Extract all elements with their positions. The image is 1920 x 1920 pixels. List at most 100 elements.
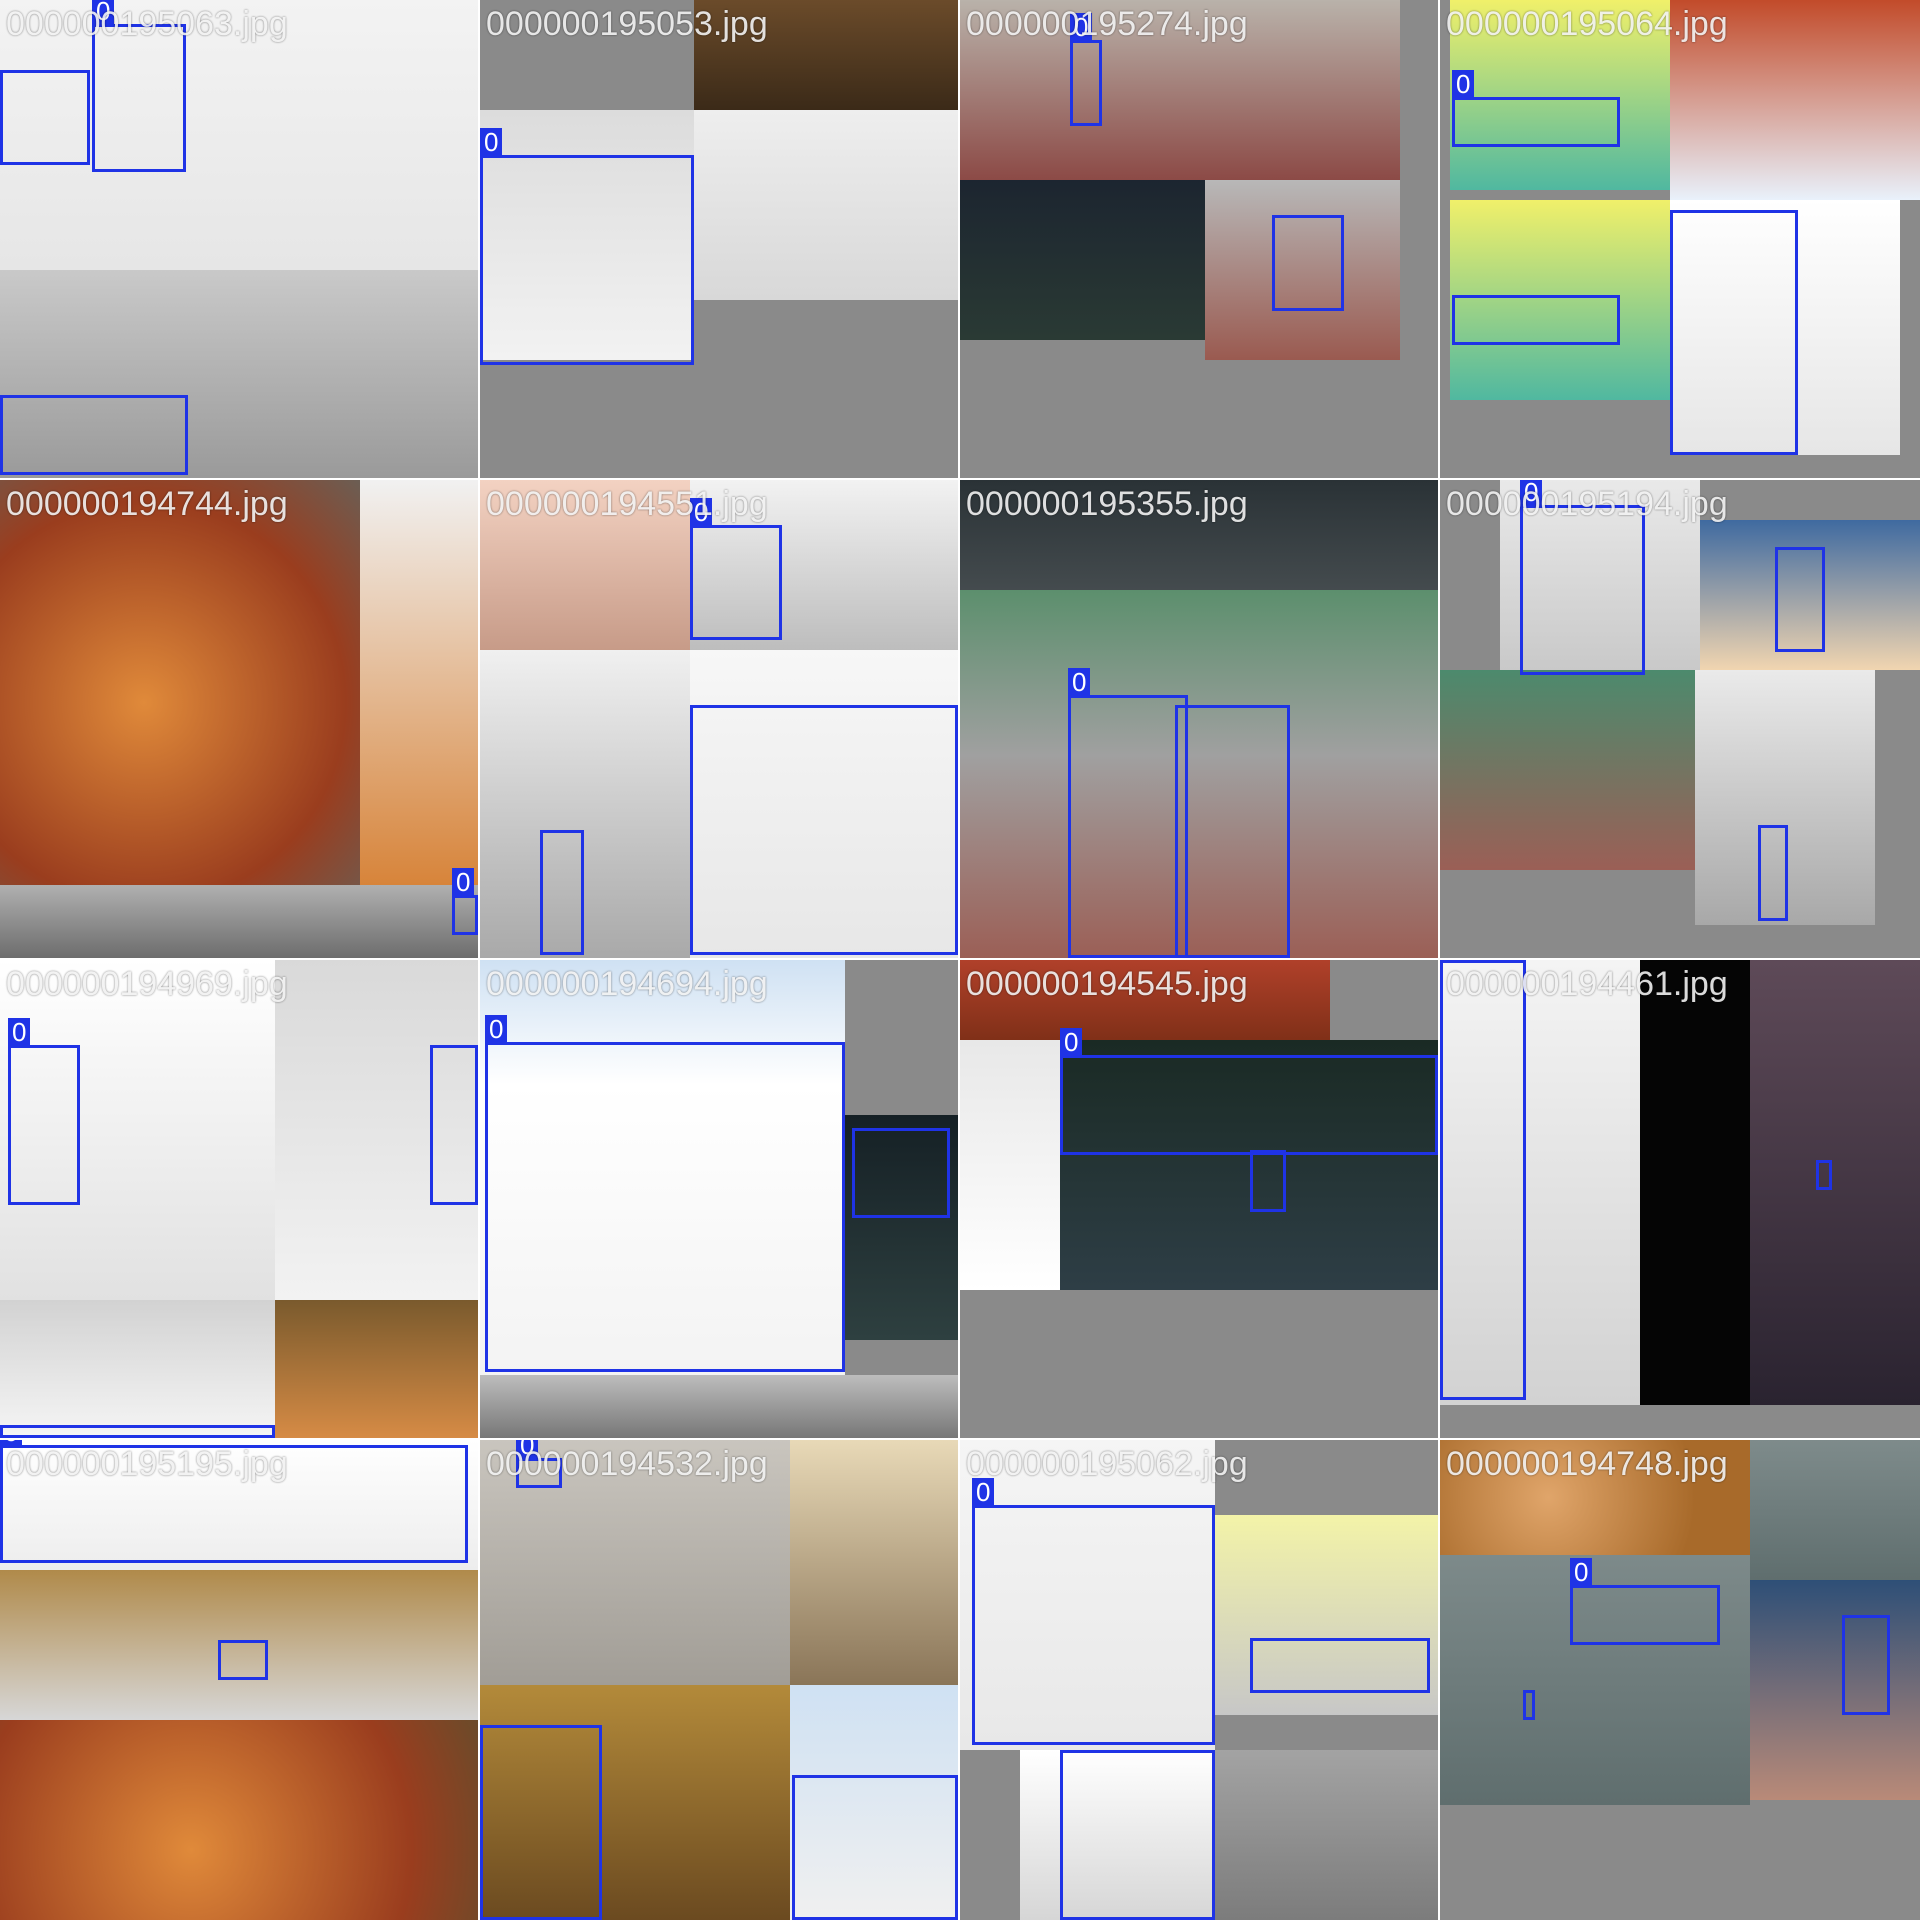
street-people	[1215, 1750, 1438, 1920]
forest-strip	[480, 1375, 958, 1438]
tennis-court	[1440, 1555, 1750, 1805]
forest-strip	[0, 885, 478, 958]
person-box	[1758, 825, 1788, 921]
person-box	[1272, 215, 1344, 311]
person-box: 0	[452, 868, 478, 935]
tennis-court-2	[1750, 1440, 1920, 1580]
person-box: 0	[1440, 960, 1526, 1400]
donut-display	[694, 0, 958, 110]
tile-1: 0 000000195063.jpg	[0, 0, 478, 478]
tile-7: 0 000000195355.jpg	[960, 480, 1438, 958]
person-box	[1523, 1690, 1535, 1720]
tennis-court	[845, 1115, 958, 1340]
woman-room	[480, 1685, 790, 1920]
grid-divider	[0, 1438, 1920, 1440]
baby-box: 0	[1452, 70, 1620, 147]
person-box	[1816, 1160, 1832, 1190]
tile-13: 0 000000195195.jpg	[0, 1440, 478, 1920]
ski-wall	[960, 1040, 1060, 1290]
tile-filename: 000000194748.jpg	[1446, 1445, 1728, 1483]
person-box: 0	[516, 1440, 562, 1488]
plate-box: 0	[0, 1440, 468, 1563]
tile-filename: 000000195195.jpg	[6, 1445, 288, 1483]
skier-box	[540, 830, 584, 955]
street-crosswalk	[1205, 180, 1400, 360]
tennis-court	[1060, 1040, 1438, 1290]
snowy-trees	[275, 960, 478, 1300]
person-box	[480, 1725, 602, 1920]
person-box: 0	[1070, 13, 1102, 126]
person-box: 0	[92, 0, 186, 172]
crowd-box	[852, 1128, 950, 1218]
person-box	[0, 70, 90, 165]
tile-8: 0 000000195194.jpg	[1440, 480, 1920, 958]
snow-ski-scene	[694, 110, 958, 300]
person-box	[1175, 705, 1290, 958]
tv-screen	[790, 1685, 958, 1920]
tile-12: 0 000000194461.jpg	[1440, 960, 1920, 1438]
tile-6: 0 000000194551.jpg	[480, 480, 958, 958]
tile-2: 0 000000195053.jpg	[480, 0, 958, 478]
tile-4: 0 000000195064.jpg	[1440, 0, 1920, 478]
tile-14: 0 000000194532.jpg	[480, 1440, 958, 1920]
grid-divider	[0, 958, 1920, 960]
tile-filename: 000000194551.jpg	[486, 485, 768, 523]
tile-filename: 000000195194.jpg	[1446, 485, 1728, 523]
person-box: 0	[1068, 668, 1188, 958]
controller-box: 0	[972, 1478, 1215, 1745]
wii-remote-photo	[480, 110, 694, 360]
top-strip	[960, 960, 1330, 1040]
person-box	[0, 395, 188, 475]
controller-box	[690, 705, 958, 955]
tile-filename: 000000195064.jpg	[1446, 5, 1728, 43]
street-crosswalk	[960, 590, 1438, 958]
person-box: 0	[1520, 480, 1645, 675]
man-box	[1670, 210, 1798, 455]
controller-box	[792, 1775, 958, 1920]
tile-filename: 000000195274.jpg	[966, 5, 1248, 43]
player-box	[1250, 1150, 1286, 1212]
tile-filename: 000000195053.jpg	[486, 5, 768, 43]
person-box: 0	[1570, 1558, 1720, 1645]
tile-5: 0 000000194744.jpg	[0, 480, 478, 958]
tennis-court	[960, 180, 1205, 340]
tile-filename: 000000194744.jpg	[6, 485, 288, 523]
skier-box	[430, 1045, 478, 1205]
person-box	[1060, 1750, 1215, 1920]
tile-filename: 000000194532.jpg	[486, 1445, 768, 1483]
tile-3: 0 000000195274.jpg	[960, 0, 1438, 478]
man-outdoors	[690, 480, 958, 650]
tile-filename: 000000195062.jpg	[966, 1445, 1248, 1483]
skier-box	[1775, 547, 1825, 652]
tile-15: 0 000000195062.jpg	[960, 1440, 1438, 1920]
pizza-photo	[0, 1720, 478, 1920]
tennis-roof	[960, 480, 1438, 590]
snow-mountain	[480, 650, 690, 958]
tile-filename: 000000195355.jpg	[966, 485, 1248, 523]
grid-divider	[958, 0, 960, 1920]
city-building	[1750, 960, 1920, 1405]
grid-divider	[478, 0, 480, 1920]
skier-box: 0	[8, 1018, 80, 1205]
street-shop	[1440, 670, 1695, 870]
grid-divider	[1438, 0, 1440, 1920]
pizza-photo	[0, 480, 360, 885]
ski-slope	[1670, 0, 1920, 200]
restaurant-interior	[0, 1570, 478, 1720]
black-vignette	[1640, 960, 1750, 1405]
tile-filename: 000000194694.jpg	[486, 965, 768, 1003]
baby-crib-photo	[1450, 0, 1670, 190]
grid-divider	[0, 478, 1920, 480]
man-toilet	[1500, 480, 1700, 670]
pizza-photo	[1440, 1440, 1750, 1555]
tile-filename: 000000194461.jpg	[1446, 965, 1728, 1003]
controller-box: 0	[480, 128, 694, 365]
tile-filename: 000000195063.jpg	[6, 5, 288, 43]
tile-11: 0 000000194545.jpg	[960, 960, 1438, 1438]
crowd-box: 0	[1060, 1028, 1438, 1155]
winter-forest	[0, 270, 478, 478]
wii-remote-photo	[690, 650, 958, 958]
tile-10: 0 000000194694.jpg	[480, 960, 958, 1438]
pizza-box	[275, 1300, 478, 1438]
